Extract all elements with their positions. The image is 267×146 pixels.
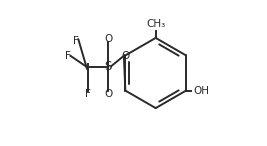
Text: F: F <box>65 51 71 61</box>
Text: O: O <box>104 89 113 99</box>
Text: OH: OH <box>193 86 209 95</box>
Text: CH₃: CH₃ <box>146 19 165 29</box>
Text: O: O <box>104 34 113 44</box>
Text: F: F <box>73 36 78 46</box>
Text: O: O <box>121 51 130 61</box>
Text: F: F <box>85 89 91 99</box>
Text: S: S <box>105 60 112 73</box>
